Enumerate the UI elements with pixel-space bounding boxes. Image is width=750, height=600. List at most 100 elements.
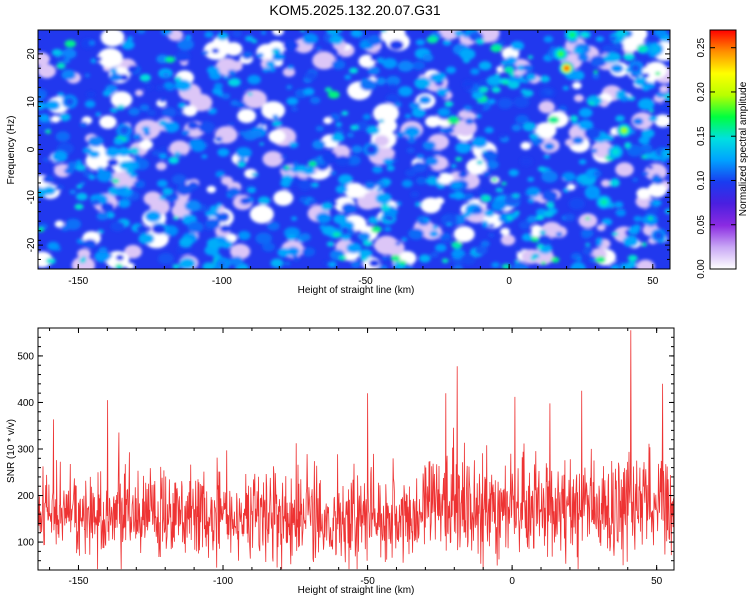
heatmap-cell	[488, 233, 495, 238]
heatmap-cell	[221, 93, 231, 100]
heatmap-cell	[384, 226, 392, 232]
heatmap-cell	[261, 101, 286, 120]
heatmap-cell	[307, 199, 317, 206]
heatmap-cell	[536, 234, 552, 246]
heatmap-cell	[443, 126, 455, 134]
heatmap-cell	[227, 122, 235, 128]
heatmap-cell	[190, 141, 206, 152]
heatmap-cell	[494, 73, 501, 77]
heatmap-cell	[569, 115, 579, 122]
heatmap-cell	[224, 42, 243, 56]
heatmap-cell	[115, 263, 124, 269]
heatmap-cell	[403, 126, 421, 138]
heatmap-cell	[442, 39, 452, 46]
heatmap-cell	[249, 204, 274, 224]
heatmap-y-label: Frequency (Hz)	[6, 116, 17, 185]
heatmap-cell	[511, 124, 522, 132]
heatmap-cell	[547, 116, 560, 124]
heatmap-cell	[58, 113, 71, 122]
heatmap-cell	[115, 186, 127, 194]
heatmap-cell	[571, 120, 579, 126]
x-tick-label: 50	[647, 276, 659, 287]
heatmap-cell	[128, 147, 140, 155]
heatmap-cell	[251, 130, 262, 139]
heatmap-cell	[453, 226, 475, 243]
heatmap-cell	[89, 40, 96, 46]
x-tick-label: -50	[358, 276, 373, 287]
heatmap-cell	[490, 44, 503, 53]
heatmap-cell	[542, 88, 551, 95]
heatmap-cell	[100, 30, 125, 47]
heatmap-cell	[187, 221, 204, 233]
heatmap-cell	[478, 87, 489, 94]
heatmap-cell	[582, 247, 594, 256]
heatmap-cell	[638, 136, 650, 145]
heatmap-cell	[174, 151, 181, 157]
heatmap-cell	[482, 150, 487, 154]
heatmap-cell	[319, 224, 327, 230]
heatmap-cell	[227, 69, 237, 76]
heatmap-cell	[287, 65, 295, 70]
heatmap-cell	[375, 77, 387, 86]
y-tick-label: 0	[26, 146, 37, 152]
heatmap-cell	[382, 158, 394, 165]
heatmap-cell	[273, 190, 294, 206]
heatmap-cell	[659, 104, 668, 111]
heatmap-cell	[286, 97, 299, 106]
heatmap-cell	[474, 245, 488, 255]
heatmap-cell	[615, 30, 628, 37]
heatmap-cell	[127, 65, 138, 73]
heatmap-cell	[110, 107, 118, 113]
heatmap-cell	[110, 91, 133, 108]
heatmap-cell	[398, 86, 413, 97]
snr-x-axis: -150 -100 -50 0 50	[49, 328, 663, 587]
heatmap-cell	[119, 160, 133, 171]
heatmap-cell	[182, 105, 198, 117]
heatmap-cell	[649, 109, 654, 113]
heatmap-cell	[384, 240, 405, 256]
heatmap-cell	[404, 113, 412, 119]
heatmap-cell	[38, 94, 45, 100]
heatmap-cell	[349, 67, 358, 74]
y-tick-label: 20	[26, 48, 37, 60]
heatmap-cell	[443, 184, 450, 189]
heatmap-cell	[206, 185, 216, 193]
heatmap-cell	[216, 32, 229, 41]
heatmap-cell	[636, 259, 655, 269]
heatmap-cell	[291, 161, 299, 167]
heatmap-cell	[588, 101, 595, 106]
heatmap-cell	[557, 105, 568, 113]
heatmap-cell	[205, 226, 212, 231]
heatmap-cell	[115, 254, 124, 261]
heatmap-cell	[308, 161, 317, 167]
heatmap-cell	[302, 166, 315, 175]
heatmap-cell	[235, 147, 252, 159]
heatmap-cell	[509, 212, 519, 219]
heatmap-cell	[561, 172, 576, 182]
heatmap-cell	[201, 50, 209, 56]
heatmap-cell	[256, 52, 264, 59]
heatmap-cell	[578, 119, 594, 131]
heatmap-cell	[76, 192, 88, 201]
heatmap-cell	[601, 218, 613, 226]
heatmap-cell	[116, 104, 126, 111]
heatmap-cell	[271, 120, 283, 127]
heatmap-cell	[577, 257, 582, 261]
heatmap-cell	[351, 145, 363, 154]
heatmap-cell	[491, 200, 507, 212]
heatmap-cell	[422, 140, 436, 151]
heatmap-cell	[350, 30, 363, 38]
heatmap-cell	[488, 98, 496, 105]
heatmap-cell	[247, 74, 261, 85]
heatmap-cell	[652, 199, 662, 206]
heatmap-cell	[375, 192, 392, 205]
heatmap-cell	[615, 209, 626, 217]
heatmap-cell	[311, 182, 319, 188]
heatmap-cell	[346, 155, 361, 166]
heatmap-cell	[590, 55, 607, 68]
heatmap-cell	[344, 182, 365, 199]
heatmap-cell	[227, 78, 240, 87]
heatmap-cell	[647, 182, 667, 198]
heatmap-cell	[480, 195, 491, 202]
heatmap-cell	[169, 157, 179, 164]
